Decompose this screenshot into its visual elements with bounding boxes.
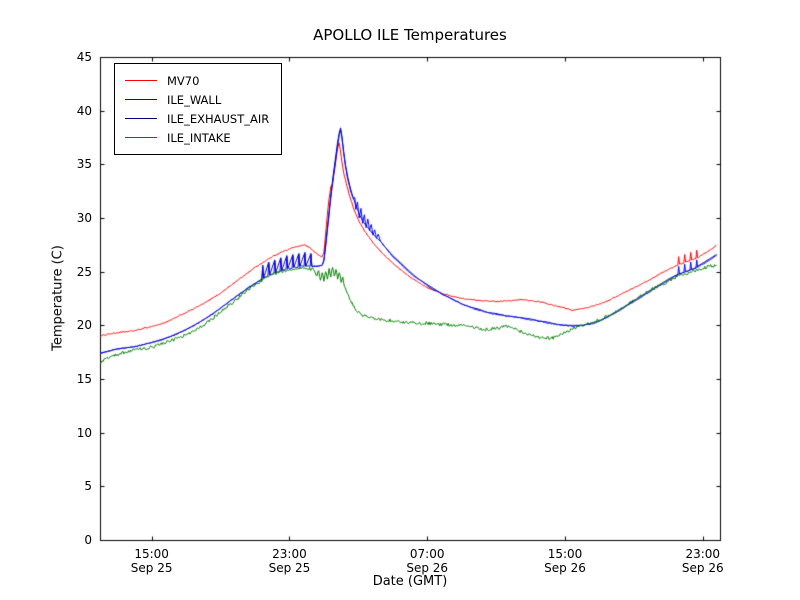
chart-title: APOLLO ILE Temperatures	[313, 26, 507, 44]
legend-label: ILE_EXHAUST_AIR	[167, 111, 270, 126]
y-tick-label: 0	[84, 533, 92, 547]
legend-label: ILE_INTAKE	[167, 130, 231, 145]
y-tick-label: 30	[76, 211, 92, 225]
legend-label: MV70	[167, 73, 200, 88]
legend-line-swatch	[125, 80, 157, 81]
y-tick-label: 20	[76, 318, 92, 333]
x-tick-label: 15:00 Sep 26	[544, 547, 586, 575]
y-tick-label: 10	[76, 425, 92, 440]
y-tick-label: 35	[76, 157, 92, 172]
legend-entry-ile_exhaust_air: ILE_EXHAUST_AIR	[125, 109, 269, 128]
y-tick-label: 45	[76, 50, 92, 64]
legend-line-swatch	[125, 118, 157, 119]
y-axis-label: Temperature (C)	[50, 245, 66, 351]
legend-line-swatch	[125, 137, 157, 138]
legend-entry-mv70: MV70	[125, 71, 269, 90]
x-tick-label: 07:00 Sep 26	[406, 547, 449, 575]
y-tick-label: 15	[76, 372, 92, 386]
y-tick-label: 40	[76, 103, 92, 118]
legend-entry-ile_intake: ILE_INTAKE	[125, 128, 269, 147]
legend-label: ILE_WALL	[167, 92, 222, 107]
y-tick-label: 25	[76, 264, 92, 279]
legend: MV70 ILE_WALL ILE_EXHAUST_AIR ILE_INTAKE	[114, 63, 283, 155]
x-axis-label: Date (GMT)	[372, 574, 448, 589]
legend-line-swatch	[125, 99, 157, 100]
y-tick-label: 5	[84, 479, 92, 494]
legend-entry-ile_wall: ILE_WALL	[125, 90, 269, 109]
x-tick-label: 23:00 Sep 26	[681, 547, 724, 575]
x-tick-label: 23:00 Sep 25	[268, 547, 311, 575]
x-tick-label: 15:00 Sep 25	[130, 547, 173, 575]
